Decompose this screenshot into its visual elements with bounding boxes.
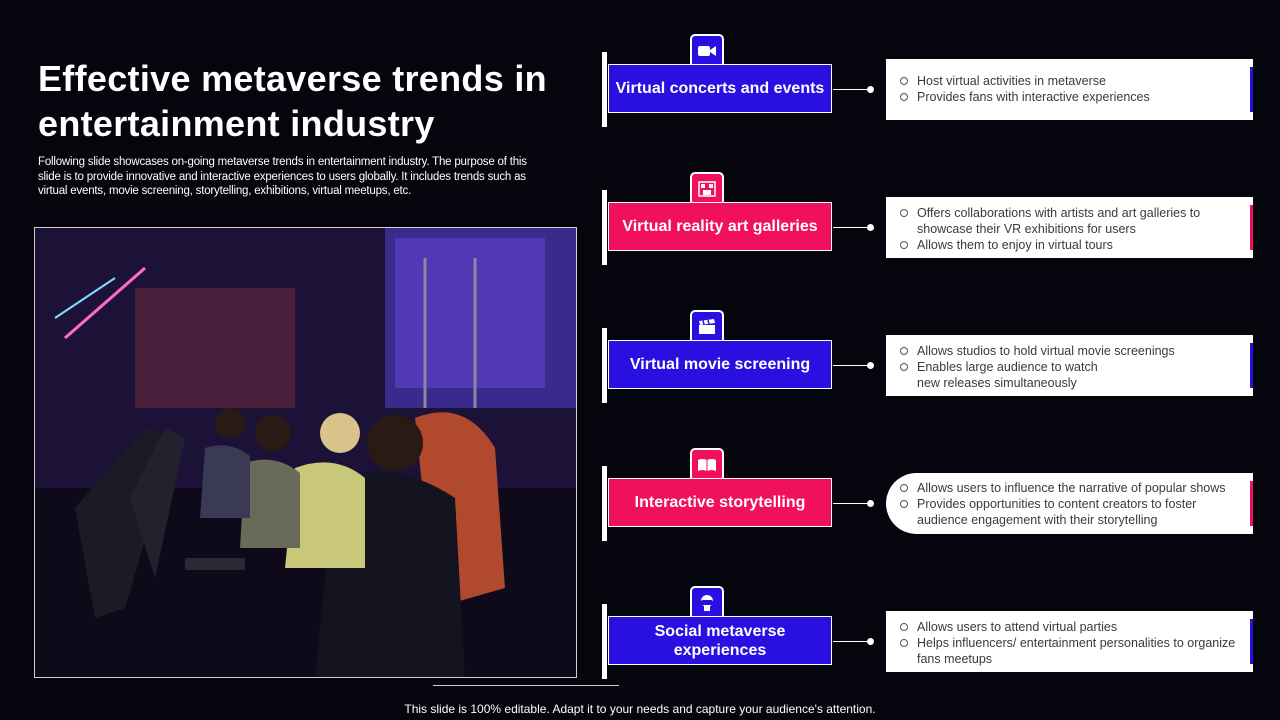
photo-underline — [433, 685, 619, 686]
connector-dot — [867, 362, 874, 369]
row-bar — [602, 52, 607, 127]
row-bar — [602, 604, 607, 679]
list-item: Host virtual activities in metaverse — [898, 73, 1243, 89]
trend-row-interactive-storytelling: Interactive storytelling Allows users to… — [600, 448, 1260, 548]
trend-row-movie-screening: Virtual movie screening Allows studios t… — [600, 310, 1260, 410]
footer-note: This slide is 100% editable. Adapt it to… — [404, 702, 876, 716]
connector-line — [833, 365, 869, 366]
trend-label: Virtual reality art galleries — [608, 202, 832, 251]
connector-dot — [867, 86, 874, 93]
trend-row-vr-art-galleries: Virtual reality art galleries Offers col… — [600, 172, 1260, 272]
trend-label: Interactive storytelling — [608, 478, 832, 527]
trend-details: Host virtual activities in metaverse Pro… — [886, 59, 1253, 120]
list-item: Provides opportunities to content creato… — [898, 496, 1243, 528]
clapperboard-icon — [690, 310, 724, 344]
list-item: Enables large audience to watch new rele… — [898, 359, 1243, 391]
connector-dot — [867, 638, 874, 645]
connector-line — [833, 89, 869, 90]
list-item: Offers collaborations with artists and a… — [898, 205, 1243, 237]
row-bar — [602, 466, 607, 541]
trend-row-social-metaverse: Social metaverse experiences Allows user… — [600, 586, 1260, 686]
video-camera-icon — [690, 34, 724, 68]
list-item: Allows them to enjoy in virtual tours — [898, 237, 1243, 253]
row-bar — [602, 328, 607, 403]
trend-details: Allows studios to hold virtual movie scr… — [886, 335, 1253, 396]
open-book-icon — [690, 448, 724, 482]
accent-bar — [1250, 205, 1253, 250]
trend-label: Virtual concerts and events — [608, 64, 832, 113]
list-item: Allows users to influence the narrative … — [898, 480, 1243, 496]
connector-line — [833, 503, 869, 504]
connector-dot — [867, 500, 874, 507]
list-item: Allows studios to hold virtual movie scr… — [898, 343, 1243, 359]
accent-bar — [1250, 67, 1253, 112]
slide-title: Effective metaverse trends in entertainm… — [38, 58, 547, 144]
list-item: Provides fans with interactive experienc… — [898, 89, 1243, 105]
vr-headset-icon — [690, 586, 724, 620]
connector-dot — [867, 224, 874, 231]
trend-details: Allows users to attend virtual parties H… — [886, 611, 1253, 672]
trend-details: Offers collaborations with artists and a… — [886, 197, 1253, 258]
accent-bar — [1250, 619, 1253, 664]
gaming-photo — [34, 227, 577, 678]
row-bar — [602, 190, 607, 265]
gallery-icon — [690, 172, 724, 206]
list-item: Helps influencers/ entertainment persona… — [898, 635, 1243, 667]
trend-row-virtual-concerts: Virtual concerts and events Host virtual… — [600, 34, 1260, 134]
trend-details: Allows users to influence the narrative … — [886, 473, 1253, 534]
connector-line — [833, 641, 869, 642]
trend-label: Social metaverse experiences — [608, 616, 832, 665]
accent-bar — [1250, 481, 1253, 526]
accent-bar — [1250, 343, 1253, 388]
list-item: Allows users to attend virtual parties — [898, 619, 1243, 635]
trend-label: Virtual movie screening — [608, 340, 832, 389]
slide-description: Following slide showcases on-going metav… — [38, 156, 527, 197]
connector-line — [833, 227, 869, 228]
